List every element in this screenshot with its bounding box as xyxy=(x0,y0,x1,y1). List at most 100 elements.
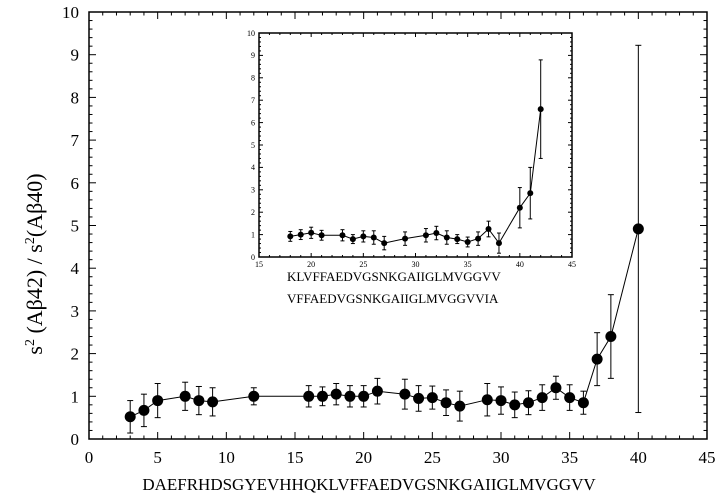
main-data-point xyxy=(426,392,438,404)
main-x-axis-label: DAEFRHDSGYEVHHQKLVFFAEDVGSNKGAIIGLMVGGVV xyxy=(142,475,596,494)
main-x-tick-label: 25 xyxy=(424,448,441,467)
inset-data-point xyxy=(495,240,502,247)
main-x-tick-label: 35 xyxy=(561,448,578,467)
main-x-tick-label: 20 xyxy=(355,448,372,467)
inset-data-point xyxy=(527,190,534,197)
inset-series xyxy=(287,59,544,254)
main-data-point xyxy=(316,390,328,402)
main-y-tick-label: 9 xyxy=(71,46,80,65)
main-data-point xyxy=(303,390,315,402)
main-y-axis-label: s2 (Aβ42) / s2(Aβ40) xyxy=(22,173,47,354)
main-y-tick-label: 4 xyxy=(71,259,80,278)
main-data-point xyxy=(371,385,383,397)
inset-data-point xyxy=(454,236,461,243)
inset-data-point xyxy=(516,204,523,211)
main-y-tick-label: 10 xyxy=(62,3,79,22)
inset-data-point xyxy=(381,240,388,247)
main-data-point xyxy=(632,223,644,235)
inset-data-point xyxy=(443,234,450,241)
inset-data-point xyxy=(318,232,325,239)
inset-data-point xyxy=(349,236,356,243)
inset-data-point xyxy=(422,232,429,239)
main-y-tick-label: 1 xyxy=(71,387,80,406)
inset-data-point xyxy=(464,238,471,245)
main-x-tick-label: 5 xyxy=(153,448,162,467)
inset-x-tick-label: 40 xyxy=(516,260,524,269)
inset-x-axis-label-line-2: VFFAEDVGSNKGAIIGLMVGGVVIA xyxy=(287,291,499,306)
inset-data-point xyxy=(370,234,377,241)
main-data-point xyxy=(248,390,260,402)
inset-x-tick-label: 25 xyxy=(359,260,367,269)
main-x-tick-label: 40 xyxy=(630,448,647,467)
main-y-tick-label: 7 xyxy=(71,131,80,150)
inset-y-tick-label: 10 xyxy=(247,29,255,38)
main-data-point xyxy=(605,331,617,343)
inset-data-point xyxy=(308,229,315,236)
inset-y-tick-label: 6 xyxy=(251,118,255,127)
main-x-tick-label: 30 xyxy=(493,448,510,467)
inset-y-tick-label: 8 xyxy=(251,74,255,83)
main-y-tick-label: 6 xyxy=(71,174,80,193)
inset-data-point xyxy=(287,233,294,240)
inset-y-tick-label: 4 xyxy=(251,163,255,172)
inset-x-tick-label: 45 xyxy=(568,260,576,269)
main-x-tick-label: 45 xyxy=(699,448,716,467)
inset-data-point xyxy=(485,226,492,232)
main-y-tick-label: 8 xyxy=(71,88,80,107)
inset-x-tick-label: 20 xyxy=(307,260,315,269)
inset-data-point xyxy=(360,233,367,240)
inset-data-point xyxy=(537,106,544,113)
main-data-point xyxy=(179,390,191,402)
inset-x-tick-label: 30 xyxy=(412,260,420,269)
main-data-point xyxy=(536,392,548,404)
inset-y-tick-label: 2 xyxy=(251,208,255,217)
inset-x-tick-label: 15 xyxy=(255,260,263,269)
inset-y-tick-label: 5 xyxy=(251,141,255,150)
main-x-tick-label: 15 xyxy=(287,448,304,467)
main-series xyxy=(124,44,644,434)
main-data-point xyxy=(509,399,521,411)
main-y-tick-label: 5 xyxy=(71,216,80,235)
main-data-point xyxy=(193,395,205,407)
inset-y-tick-label: 3 xyxy=(251,186,255,195)
inset-data-point xyxy=(339,232,346,239)
main-x-tick-label: 0 xyxy=(85,448,94,467)
main-y-tick-label: 2 xyxy=(71,345,80,364)
inset-y-tick-label: 0 xyxy=(251,253,255,262)
inset-data-point xyxy=(297,231,304,238)
main-data-point xyxy=(207,396,219,408)
main-data-point xyxy=(138,404,150,416)
main-data-point xyxy=(577,397,589,409)
main-data-point xyxy=(413,392,425,404)
main-data-point xyxy=(330,388,342,400)
main-y-tick-label: 3 xyxy=(71,302,80,321)
inset-data-point xyxy=(475,235,482,242)
inset-x-tick-label: 35 xyxy=(464,260,472,269)
inset-data-point xyxy=(433,230,440,237)
inset-data-point xyxy=(402,235,409,242)
inset-x-axis-label-line-1: KLVFFAEDVGSNKGAIIGLMVGGVV xyxy=(287,269,501,284)
main-data-point xyxy=(358,390,370,402)
main-data-point xyxy=(495,395,507,407)
main-data-point xyxy=(454,400,466,412)
main-data-point xyxy=(344,390,356,402)
main-data-point xyxy=(152,395,164,407)
main-data-point xyxy=(522,397,534,409)
main-x-tick-label: 10 xyxy=(218,448,235,467)
main-data-point xyxy=(440,397,452,409)
main-data-point xyxy=(591,353,603,365)
main-data-point xyxy=(399,388,411,400)
main-data-point xyxy=(481,394,493,406)
main-data-point xyxy=(124,411,136,423)
main-y-tick-label: 0 xyxy=(71,430,80,449)
inset-y-tick-label: 1 xyxy=(251,230,255,239)
inset-y-tick-label: 7 xyxy=(251,96,255,105)
main-data-point xyxy=(550,382,562,394)
main-data-point xyxy=(564,392,576,404)
inset-y-tick-label: 9 xyxy=(251,51,255,60)
